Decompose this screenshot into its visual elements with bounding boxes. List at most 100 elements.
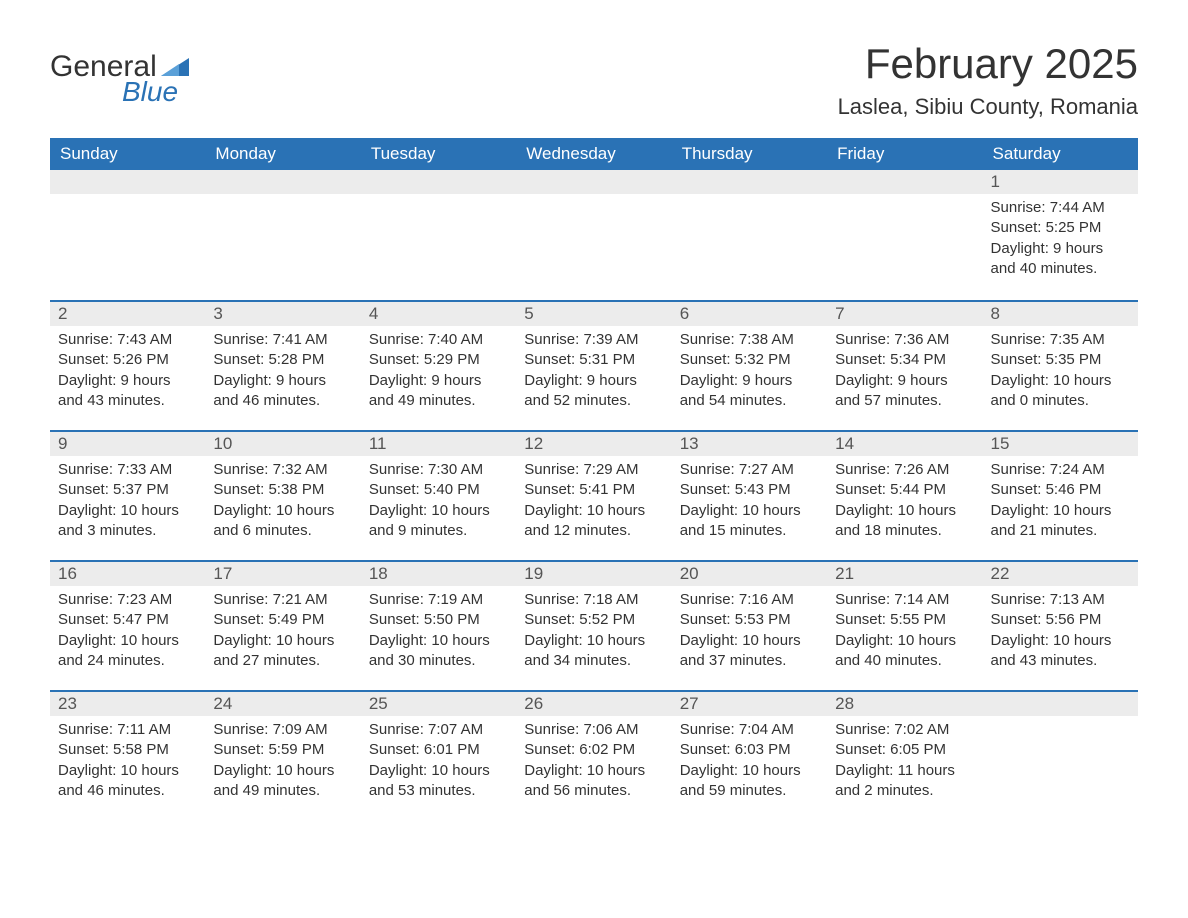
daylight-line: Daylight: 10 hours and 46 minutes. <box>58 761 197 802</box>
calendar-day-cell: 3Sunrise: 7:41 AMSunset: 5:28 PMDaylight… <box>205 300 360 430</box>
calendar-week-row: 1Sunrise: 7:44 AMSunset: 5:25 PMDaylight… <box>50 170 1138 300</box>
day-details: Sunrise: 7:16 AMSunset: 5:53 PMDaylight:… <box>672 586 827 679</box>
sunset-line: Sunset: 5:26 PM <box>58 350 197 370</box>
sunset-line: Sunset: 5:44 PM <box>835 480 974 500</box>
sunset-line: Sunset: 5:40 PM <box>369 480 508 500</box>
location-subtitle: Laslea, Sibiu County, Romania <box>838 94 1138 120</box>
sunset-line: Sunset: 5:46 PM <box>991 480 1130 500</box>
day-number: 10 <box>205 430 360 456</box>
day-number: 8 <box>983 300 1138 326</box>
day-number: 19 <box>516 560 671 586</box>
day-details: Sunrise: 7:27 AMSunset: 5:43 PMDaylight:… <box>672 456 827 549</box>
title-block: February 2025 Laslea, Sibiu County, Roma… <box>838 40 1138 120</box>
sunrise-line: Sunrise: 7:27 AM <box>680 460 819 480</box>
day-details: Sunrise: 7:39 AMSunset: 5:31 PMDaylight:… <box>516 326 671 419</box>
daylight-line: Daylight: 10 hours and 59 minutes. <box>680 761 819 802</box>
sunrise-line: Sunrise: 7:38 AM <box>680 330 819 350</box>
calendar-day-cell: 26Sunrise: 7:06 AMSunset: 6:02 PMDayligh… <box>516 690 671 820</box>
calendar-day-cell: 12Sunrise: 7:29 AMSunset: 5:41 PMDayligh… <box>516 430 671 560</box>
calendar-week-row: 16Sunrise: 7:23 AMSunset: 5:47 PMDayligh… <box>50 560 1138 690</box>
day-number <box>361 170 516 194</box>
day-number: 15 <box>983 430 1138 456</box>
daylight-line: Daylight: 10 hours and 9 minutes. <box>369 501 508 542</box>
sunrise-line: Sunrise: 7:13 AM <box>991 590 1130 610</box>
calendar-day-cell: 6Sunrise: 7:38 AMSunset: 5:32 PMDaylight… <box>672 300 827 430</box>
daylight-line: Daylight: 10 hours and 37 minutes. <box>680 631 819 672</box>
daylight-line: Daylight: 10 hours and 0 minutes. <box>991 371 1130 412</box>
day-details: Sunrise: 7:35 AMSunset: 5:35 PMDaylight:… <box>983 326 1138 419</box>
day-number: 25 <box>361 690 516 716</box>
calendar-day-cell: 24Sunrise: 7:09 AMSunset: 5:59 PMDayligh… <box>205 690 360 820</box>
sunset-line: Sunset: 5:25 PM <box>991 218 1130 238</box>
day-number: 5 <box>516 300 671 326</box>
sunrise-line: Sunrise: 7:16 AM <box>680 590 819 610</box>
day-number: 27 <box>672 690 827 716</box>
sunrise-line: Sunrise: 7:36 AM <box>835 330 974 350</box>
sunrise-line: Sunrise: 7:09 AM <box>213 720 352 740</box>
calendar-day-cell: 14Sunrise: 7:26 AMSunset: 5:44 PMDayligh… <box>827 430 982 560</box>
day-details: Sunrise: 7:32 AMSunset: 5:38 PMDaylight:… <box>205 456 360 549</box>
brand-blue: Blue <box>122 76 178 108</box>
sunrise-line: Sunrise: 7:02 AM <box>835 720 974 740</box>
day-number <box>50 170 205 194</box>
sunrise-line: Sunrise: 7:24 AM <box>991 460 1130 480</box>
calendar-day-cell: 10Sunrise: 7:32 AMSunset: 5:38 PMDayligh… <box>205 430 360 560</box>
sunset-line: Sunset: 6:05 PM <box>835 740 974 760</box>
day-number <box>672 170 827 194</box>
calendar-day-cell: 17Sunrise: 7:21 AMSunset: 5:49 PMDayligh… <box>205 560 360 690</box>
day-number: 4 <box>361 300 516 326</box>
calendar-day-cell: 11Sunrise: 7:30 AMSunset: 5:40 PMDayligh… <box>361 430 516 560</box>
daylight-line: Daylight: 9 hours and 43 minutes. <box>58 371 197 412</box>
day-number <box>983 690 1138 716</box>
day-number: 7 <box>827 300 982 326</box>
sunrise-line: Sunrise: 7:04 AM <box>680 720 819 740</box>
weekday-header: Friday <box>827 138 982 170</box>
sunset-line: Sunset: 5:47 PM <box>58 610 197 630</box>
daylight-line: Daylight: 10 hours and 24 minutes. <box>58 631 197 672</box>
sunrise-line: Sunrise: 7:18 AM <box>524 590 663 610</box>
calendar-day-cell: 22Sunrise: 7:13 AMSunset: 5:56 PMDayligh… <box>983 560 1138 690</box>
day-details: Sunrise: 7:11 AMSunset: 5:58 PMDaylight:… <box>50 716 205 809</box>
calendar-day-cell: 13Sunrise: 7:27 AMSunset: 5:43 PMDayligh… <box>672 430 827 560</box>
day-details: Sunrise: 7:26 AMSunset: 5:44 PMDaylight:… <box>827 456 982 549</box>
calendar-day-cell: 23Sunrise: 7:11 AMSunset: 5:58 PMDayligh… <box>50 690 205 820</box>
day-details: Sunrise: 7:44 AMSunset: 5:25 PMDaylight:… <box>983 194 1138 287</box>
calendar-empty-cell <box>50 170 205 300</box>
weekday-header: Sunday <box>50 138 205 170</box>
day-details: Sunrise: 7:41 AMSunset: 5:28 PMDaylight:… <box>205 326 360 419</box>
day-number: 3 <box>205 300 360 326</box>
calendar-empty-cell <box>361 170 516 300</box>
day-details: Sunrise: 7:13 AMSunset: 5:56 PMDaylight:… <box>983 586 1138 679</box>
sunset-line: Sunset: 5:50 PM <box>369 610 508 630</box>
calendar-empty-cell <box>205 170 360 300</box>
day-details: Sunrise: 7:19 AMSunset: 5:50 PMDaylight:… <box>361 586 516 679</box>
day-details: Sunrise: 7:40 AMSunset: 5:29 PMDaylight:… <box>361 326 516 419</box>
day-number: 23 <box>50 690 205 716</box>
day-number: 24 <box>205 690 360 716</box>
calendar-day-cell: 18Sunrise: 7:19 AMSunset: 5:50 PMDayligh… <box>361 560 516 690</box>
day-details: Sunrise: 7:36 AMSunset: 5:34 PMDaylight:… <box>827 326 982 419</box>
weekday-header: Saturday <box>983 138 1138 170</box>
day-details: Sunrise: 7:43 AMSunset: 5:26 PMDaylight:… <box>50 326 205 419</box>
daylight-line: Daylight: 10 hours and 56 minutes. <box>524 761 663 802</box>
day-details: Sunrise: 7:38 AMSunset: 5:32 PMDaylight:… <box>672 326 827 419</box>
day-number: 6 <box>672 300 827 326</box>
daylight-line: Daylight: 10 hours and 43 minutes. <box>991 631 1130 672</box>
sunset-line: Sunset: 5:58 PM <box>58 740 197 760</box>
daylight-line: Daylight: 9 hours and 49 minutes. <box>369 371 508 412</box>
calendar-day-cell: 8Sunrise: 7:35 AMSunset: 5:35 PMDaylight… <box>983 300 1138 430</box>
day-details: Sunrise: 7:06 AMSunset: 6:02 PMDaylight:… <box>516 716 671 809</box>
daylight-line: Daylight: 10 hours and 53 minutes. <box>369 761 508 802</box>
calendar-empty-cell <box>672 170 827 300</box>
day-number: 22 <box>983 560 1138 586</box>
sunset-line: Sunset: 6:02 PM <box>524 740 663 760</box>
day-number: 12 <box>516 430 671 456</box>
calendar-day-cell: 2Sunrise: 7:43 AMSunset: 5:26 PMDaylight… <box>50 300 205 430</box>
sunrise-line: Sunrise: 7:44 AM <box>991 198 1130 218</box>
day-number <box>827 170 982 194</box>
sunset-line: Sunset: 5:56 PM <box>991 610 1130 630</box>
month-title: February 2025 <box>838 40 1138 88</box>
sunset-line: Sunset: 5:41 PM <box>524 480 663 500</box>
day-number: 21 <box>827 560 982 586</box>
day-number: 26 <box>516 690 671 716</box>
